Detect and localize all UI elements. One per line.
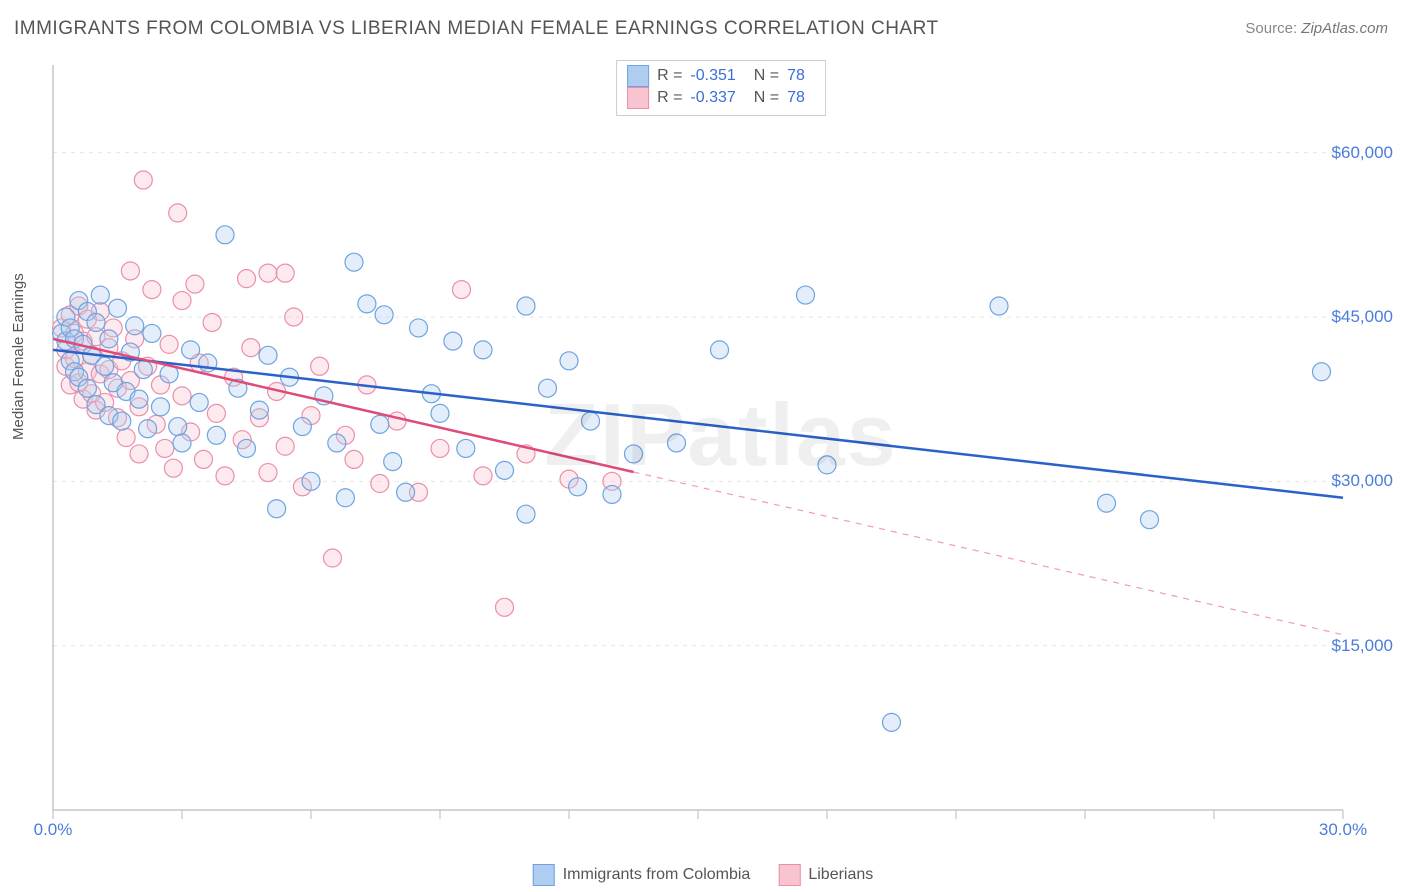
legend-swatch [533, 864, 555, 886]
legend-item: Liberians [778, 864, 873, 886]
y-axis-label: Median Female Earnings [10, 273, 27, 440]
source-value: ZipAtlas.com [1301, 20, 1388, 37]
legend-swatch [778, 864, 800, 886]
stats-legend: R = -0.351 N = 78 R = -0.337 N = 78 [616, 60, 826, 116]
legend-swatch [627, 87, 649, 109]
legend-r-label: R = [657, 65, 682, 87]
legend-label: Immigrants from Colombia [563, 866, 751, 884]
source-credit: Source: ZipAtlas.com [1245, 20, 1388, 37]
legend-n-value: 78 [787, 87, 805, 109]
legend-n-value: 78 [787, 65, 805, 87]
x-tick-label: 30.0% [1319, 820, 1367, 840]
y-tick-label: $15,000 [1332, 636, 1393, 656]
y-tick-label: $45,000 [1332, 307, 1393, 327]
stats-legend-row: R = -0.351 N = 78 [627, 65, 815, 87]
legend-r-value: -0.351 [690, 65, 735, 87]
scatter-chart-svg [48, 55, 1394, 825]
series-legend: Immigrants from Colombia Liberians [533, 864, 874, 886]
legend-r-label: R = [657, 87, 682, 109]
chart-title: IMMIGRANTS FROM COLOMBIA VS LIBERIAN MED… [14, 18, 939, 40]
x-tick-label: 0.0% [34, 820, 73, 840]
legend-swatch [627, 65, 649, 87]
legend-label: Liberians [808, 866, 873, 884]
source-label: Source: [1245, 20, 1297, 37]
y-tick-label: $60,000 [1332, 143, 1393, 163]
chart-area: ZIPatlas R =-0.351N =78R =-0.337N =78 $1… [48, 55, 1394, 825]
legend-item: Immigrants from Colombia [533, 864, 751, 886]
y-tick-label: $30,000 [1332, 471, 1393, 491]
legend-n-label: N = [754, 65, 779, 87]
stats-legend-row: R = -0.337 N = 78 [627, 87, 815, 109]
legend-r-value: -0.337 [690, 87, 735, 109]
legend-n-label: N = [754, 87, 779, 109]
